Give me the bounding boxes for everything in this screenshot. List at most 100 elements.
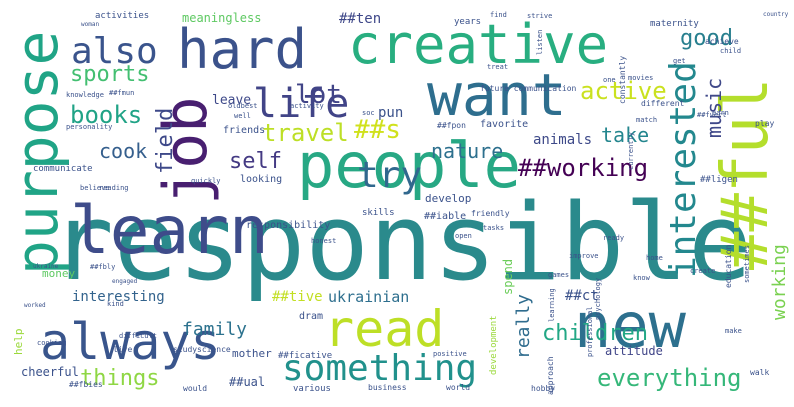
- word: tasks: [483, 224, 505, 232]
- word: believe: [80, 184, 110, 192]
- word: books: [70, 101, 143, 129]
- word: spend: [501, 258, 515, 295]
- word: hobby: [531, 384, 556, 393]
- word: treat: [487, 63, 509, 71]
- word: well: [234, 112, 251, 120]
- word: interested: [663, 61, 704, 278]
- word: positive: [433, 350, 467, 358]
- word: ##ligen: [700, 175, 738, 185]
- word: people: [297, 129, 521, 202]
- word: constantly: [618, 55, 627, 104]
- word: woman: [81, 21, 100, 28]
- word: kind: [107, 300, 124, 308]
- word: interesting: [72, 289, 165, 305]
- word: sports: [70, 62, 150, 87]
- word: ##fpon: [437, 121, 466, 130]
- word: ##ten: [339, 11, 382, 27]
- word: things: [80, 366, 160, 391]
- word: want: [427, 61, 567, 129]
- word: strive: [527, 12, 553, 20]
- word: world: [446, 383, 471, 392]
- word: walk: [750, 368, 770, 377]
- word: business: [368, 383, 407, 392]
- word: cheerful: [21, 365, 79, 379]
- word: ready: [603, 234, 625, 242]
- word: meaningless: [182, 11, 262, 25]
- word: earn: [712, 109, 729, 117]
- word: ##fbly: [90, 263, 116, 271]
- word: hard: [177, 18, 308, 81]
- word: open: [455, 232, 472, 240]
- word: pun: [378, 105, 404, 121]
- word: engaged: [112, 278, 138, 285]
- word: maternity: [650, 19, 699, 29]
- word: take: [601, 123, 650, 147]
- word: activities: [95, 11, 150, 21]
- word: favorite: [480, 119, 529, 130]
- word: activity: [290, 102, 324, 110]
- word: friendly: [471, 209, 510, 218]
- word: self: [229, 149, 282, 174]
- word: different: [641, 99, 685, 108]
- word: education: [724, 244, 733, 288]
- word: ##fbies: [69, 380, 103, 389]
- word: psychology: [594, 277, 602, 320]
- word: worked: [24, 302, 46, 309]
- word: always: [40, 313, 221, 371]
- word: movies: [628, 74, 654, 82]
- word: home: [646, 254, 663, 262]
- word: working: [769, 244, 790, 320]
- word: money: [42, 267, 76, 280]
- word: skills: [362, 208, 395, 218]
- word: active: [580, 77, 667, 105]
- word: difficult: [119, 332, 157, 340]
- word: personality: [66, 123, 113, 131]
- word: learning: [548, 288, 556, 322]
- word: ##ficative: [278, 351, 333, 361]
- word: looking: [240, 174, 283, 185]
- word: animals: [533, 132, 593, 148]
- word: play: [755, 119, 775, 128]
- word: listen: [536, 29, 544, 55]
- word: good: [680, 26, 733, 51]
- word: purpose: [3, 30, 71, 275]
- word: child: [720, 47, 742, 55]
- word: approach: [546, 356, 555, 395]
- word: try: [357, 155, 423, 196]
- word: ##tive: [272, 289, 323, 305]
- word: ##ct: [565, 288, 599, 304]
- word: ukraine: [33, 263, 59, 270]
- word: science: [197, 345, 231, 354]
- word: years: [454, 17, 482, 27]
- word: ##s: [354, 115, 401, 145]
- word: children: [542, 321, 648, 346]
- word: cooking: [37, 339, 67, 347]
- word: development: [489, 315, 499, 375]
- word: field: [153, 107, 178, 174]
- word: improve: [569, 252, 599, 260]
- word: ##fvert: [697, 111, 727, 119]
- word: everything: [597, 364, 742, 392]
- word: develop: [425, 192, 472, 205]
- word: ukrainian: [328, 288, 410, 306]
- word: create: [690, 267, 716, 275]
- word: really: [513, 293, 534, 359]
- word: responsible: [50, 181, 752, 304]
- word: new: [574, 289, 686, 362]
- word: nature: [431, 139, 504, 163]
- word: find: [490, 11, 507, 19]
- word: communicate: [33, 164, 93, 174]
- word: currently: [627, 132, 635, 170]
- word: family: [182, 319, 248, 340]
- word: quickly: [191, 177, 221, 185]
- word: something: [282, 348, 478, 389]
- word: one: [603, 76, 616, 84]
- word: future communication: [480, 84, 577, 93]
- word: travel: [262, 119, 349, 147]
- word: live: [113, 345, 133, 354]
- word: responsibility: [246, 220, 331, 231]
- word: would: [183, 384, 208, 393]
- word: study: [173, 345, 198, 354]
- word: match: [636, 116, 658, 124]
- word: oldbest: [228, 102, 258, 110]
